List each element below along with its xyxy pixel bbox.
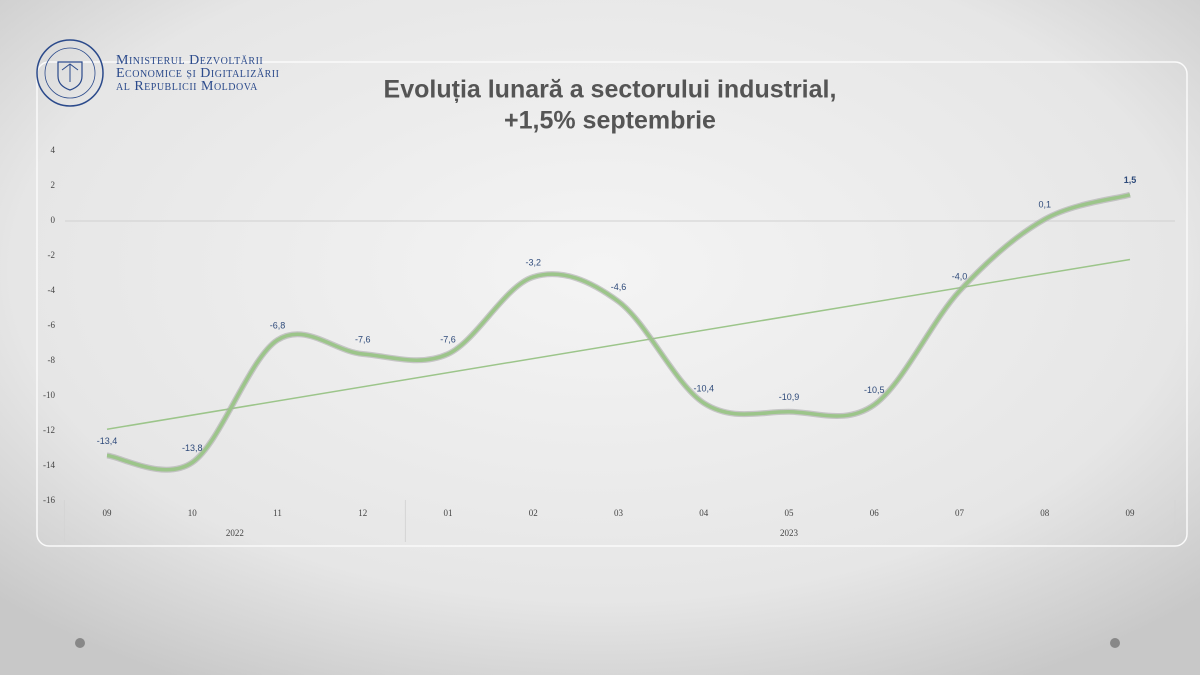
ministry-line: Ministerul Dezvoltării: [116, 53, 263, 68]
x-tick-label: 08: [1040, 508, 1050, 518]
logo: [36, 39, 104, 107]
x-tick-label: 02: [529, 508, 538, 518]
y-tick-label: -14: [43, 460, 55, 470]
y-tick-label: -6: [48, 320, 56, 330]
data-label: -4,0: [952, 271, 968, 281]
line: [106, 193, 1131, 472]
x-tick-label: 03: [614, 508, 624, 518]
year-label: 2022: [226, 528, 244, 538]
x-tick-label: 05: [785, 508, 795, 518]
data-label: -3,2: [525, 257, 541, 267]
y-tick-label: -16: [43, 495, 55, 505]
x-tick-label: 01: [444, 508, 453, 518]
chart-title: Evoluția lunară a sectorului industrial,: [384, 76, 837, 104]
data-label: -13,4: [97, 436, 118, 446]
x-tick-label: 06: [870, 508, 880, 518]
ministry-line: Economice și Digitalizării: [116, 66, 279, 81]
data-label: -13,8: [182, 443, 203, 453]
y-tick-label: -2: [48, 250, 56, 260]
data-label: -10,5: [864, 385, 885, 395]
y-tick-label: 0: [51, 215, 56, 225]
dot: [75, 638, 85, 648]
data-label: -10,9: [779, 392, 800, 402]
data-label: -6,8: [270, 320, 286, 330]
y-tick-label: 4: [51, 145, 56, 155]
data-label: -10,4: [693, 383, 714, 393]
x-tick-label: 10: [188, 508, 198, 518]
chart-title: +1,5% septembrie: [504, 107, 716, 135]
y-tick-label: -10: [43, 390, 55, 400]
x-tick-label: 12: [358, 508, 367, 518]
y-tick-label: 2: [51, 180, 56, 190]
x-tick-label: 04: [699, 508, 709, 518]
data-label: -7,6: [355, 334, 371, 344]
data-label: -7,6: [440, 334, 456, 344]
y-tick-label: -4: [48, 285, 56, 295]
x-tick-label: 11: [273, 508, 282, 518]
x-tick-label: 09: [1126, 508, 1136, 518]
x-tick-label: 09: [103, 508, 113, 518]
data-label: 1,5: [1124, 175, 1137, 185]
dot: [1110, 638, 1120, 648]
x-tick-label: 07: [955, 508, 965, 518]
data-label: -4,6: [611, 282, 627, 292]
panel: [36, 61, 1188, 547]
y-tick-label: -12: [43, 425, 55, 435]
data-label: 0,1: [1038, 200, 1051, 210]
year-label: 2023: [780, 528, 799, 538]
ministry-line: al Republicii Moldova: [116, 79, 258, 94]
y-tick-label: -8: [48, 355, 56, 365]
